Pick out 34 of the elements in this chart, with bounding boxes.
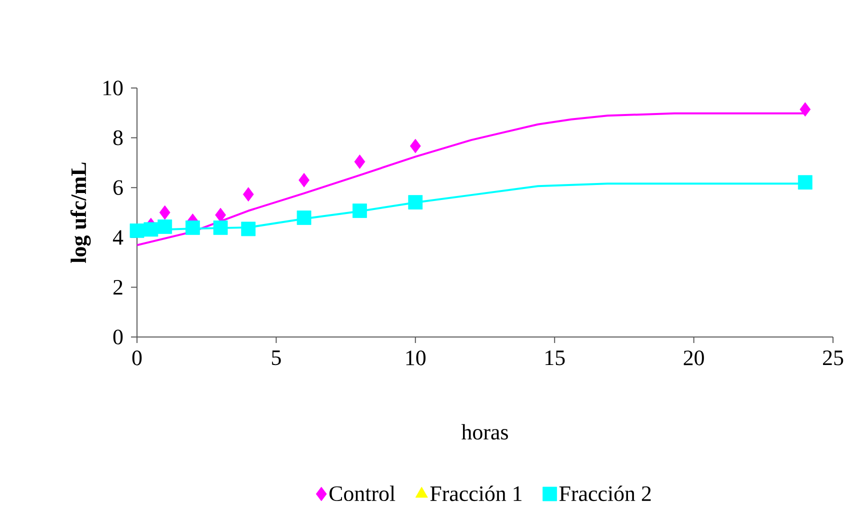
x-tick-label: 0	[132, 350, 142, 366]
x-axis-title: horas	[461, 424, 508, 440]
point	[213, 220, 228, 235]
point	[298, 172, 310, 188]
y-axis-title: log ufc/mL	[70, 162, 91, 263]
legend-label: Control	[330, 486, 396, 502]
y-tick-label: 4	[112, 230, 124, 245]
legend-label: Fracción 1	[430, 486, 522, 502]
point	[800, 102, 811, 117]
point	[144, 222, 158, 237]
y-tick-label: 2	[113, 280, 122, 294]
point	[352, 204, 367, 218]
point	[242, 187, 254, 202]
point	[354, 154, 366, 169]
x-tick-label: 15	[546, 350, 565, 366]
point	[185, 220, 200, 235]
point	[159, 205, 170, 220]
point	[215, 208, 226, 222]
y-tick-label: 10	[103, 80, 123, 96]
x-tick-label: 25	[823, 350, 844, 366]
point	[241, 222, 256, 236]
point	[130, 223, 144, 238]
point	[410, 138, 421, 154]
point	[158, 219, 172, 234]
y-tick-label: 6	[113, 180, 123, 195]
y-tick-label: 0	[113, 330, 123, 344]
x-tick-label: 10	[406, 350, 426, 366]
point	[798, 175, 812, 190]
point	[408, 195, 423, 210]
y-tick-label: 8	[113, 130, 123, 146]
point	[296, 210, 312, 225]
x-tick-label: 5	[272, 350, 281, 366]
legend-label: Fracción 2	[559, 486, 651, 502]
x-tick-label: 20	[684, 350, 704, 366]
